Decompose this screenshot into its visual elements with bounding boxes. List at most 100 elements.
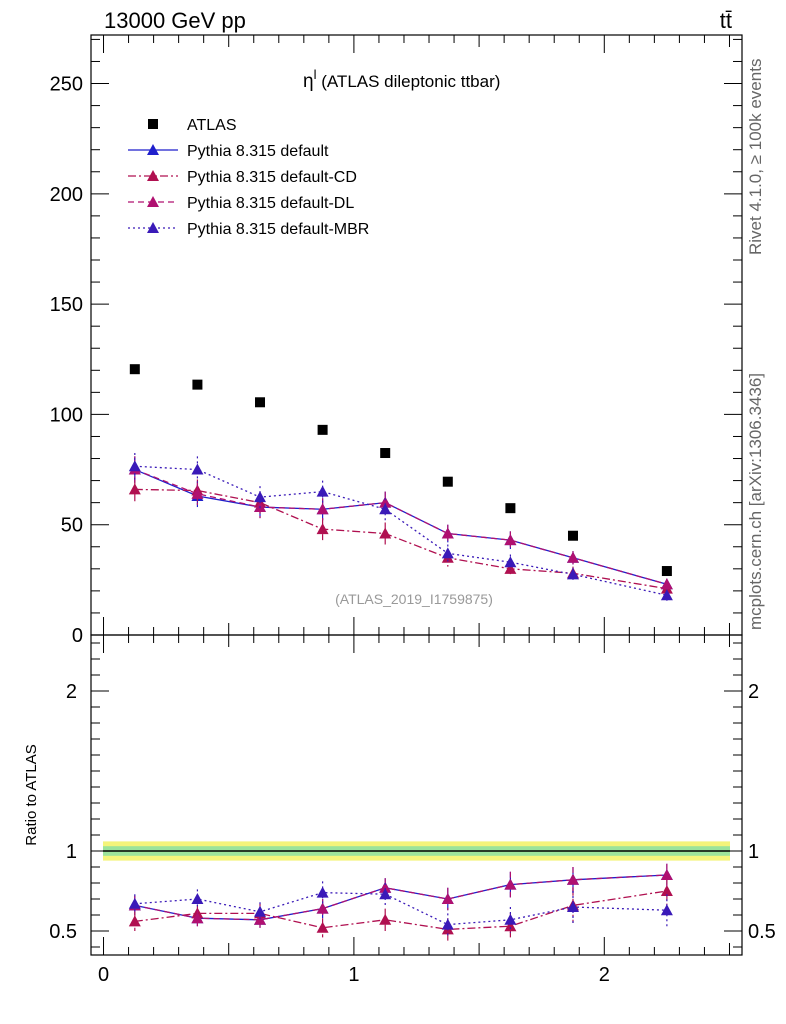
main-marker bbox=[128, 460, 141, 472]
ratio-marker bbox=[379, 881, 392, 893]
ratio-marker bbox=[566, 901, 579, 912]
ratio-ytick-label: 2 bbox=[66, 681, 77, 703]
ratio-marker bbox=[191, 893, 204, 904]
ratio-series-0 bbox=[128, 863, 673, 928]
main-ytick-label: 0 bbox=[72, 625, 83, 647]
legend-marker bbox=[147, 196, 159, 207]
ratio-marker bbox=[316, 921, 329, 933]
marks bbox=[128, 364, 673, 941]
main-marker bbox=[504, 534, 517, 546]
main-series-3 bbox=[128, 456, 673, 590]
legend: ATLAS Pythia 8.315 default Pythia 8.315 de… bbox=[128, 117, 369, 238]
main-marker bbox=[128, 483, 141, 495]
ratio-marker bbox=[379, 913, 392, 925]
ratio-marker bbox=[316, 886, 329, 898]
main-series-2 bbox=[128, 477, 673, 595]
main-series-1 bbox=[128, 456, 673, 590]
ratio-series-3 bbox=[128, 881, 673, 936]
legend-entry: Pythia 8.315 default-MBR bbox=[128, 221, 369, 238]
main-marker bbox=[504, 556, 517, 568]
main-marker bbox=[254, 491, 267, 503]
ratio-marker bbox=[254, 905, 267, 917]
ratio-ytick-label-right: 1 bbox=[748, 841, 759, 863]
ratio-marker bbox=[316, 902, 329, 914]
ratio-marker bbox=[441, 918, 454, 930]
legend-label: Pythia 8.315 default-MBR bbox=[187, 221, 369, 238]
ratio-marker bbox=[660, 885, 673, 896]
main-marker bbox=[660, 589, 673, 601]
rivet-label: Rivet 4.1.0, ≥ 100k events bbox=[746, 59, 765, 255]
main-marker bbox=[566, 568, 579, 580]
legend-swatch bbox=[148, 119, 158, 129]
ratio-series-2 bbox=[128, 863, 673, 928]
main-marker bbox=[191, 463, 204, 475]
main-line bbox=[134, 468, 668, 585]
main-marker bbox=[566, 551, 579, 563]
ratio-marker bbox=[566, 873, 579, 885]
legend-label: ATLAS bbox=[187, 117, 237, 134]
ratio-marker bbox=[254, 913, 267, 925]
main-data-point bbox=[192, 379, 203, 390]
xtick-label: 2 bbox=[599, 964, 610, 986]
analysis-watermark: (ATLAS_2019_I1759875) bbox=[335, 591, 493, 607]
legend-marker bbox=[147, 170, 159, 181]
title-rest: (ATLAS dileptonic ttbar) bbox=[316, 72, 500, 91]
legend-marker bbox=[147, 222, 159, 233]
main-data-point bbox=[380, 448, 391, 459]
main-data-point bbox=[567, 530, 578, 541]
ratio-marker bbox=[504, 913, 517, 925]
ratio-marker bbox=[660, 904, 673, 916]
xtick-label: 1 bbox=[348, 964, 359, 986]
legend-entry: Pythia 8.315 default-DL bbox=[128, 195, 354, 212]
main-data-point bbox=[442, 476, 453, 487]
main-marker bbox=[441, 547, 454, 559]
main-marker bbox=[379, 527, 392, 539]
legend-entry: Pythia 8.315 default-CD bbox=[128, 169, 357, 186]
ratio-marker bbox=[379, 888, 392, 900]
ratio-marker bbox=[504, 878, 517, 890]
axes: 0 50 100 150 200 250 0.5 0.5 1 1 2 2 0 1 2 bbox=[49, 35, 776, 986]
ratio-marker bbox=[191, 912, 204, 924]
ratio-marker bbox=[128, 897, 141, 909]
main-series-4 bbox=[128, 453, 673, 601]
ratio-ytick-label-right: 2 bbox=[748, 681, 759, 703]
title-sup: l bbox=[314, 67, 317, 82]
main-data-point bbox=[255, 397, 266, 408]
main-ytick-label: 150 bbox=[50, 294, 83, 316]
main-ytick-label: 200 bbox=[50, 184, 83, 206]
main-marker bbox=[504, 562, 517, 574]
ratio-ytick-label: 1 bbox=[66, 841, 77, 863]
main-marker bbox=[316, 503, 329, 515]
main-data-point bbox=[317, 424, 328, 435]
main-marker bbox=[660, 578, 673, 590]
main-series-0 bbox=[129, 364, 672, 577]
main-marker bbox=[191, 487, 204, 499]
main-marker bbox=[316, 485, 329, 497]
ratio-line bbox=[134, 890, 667, 931]
ratio-ytick-label-right: 0.5 bbox=[748, 921, 776, 943]
main-data-point bbox=[129, 364, 140, 375]
legend-label: Pythia 8.315 default-DL bbox=[187, 195, 354, 212]
main-marker bbox=[379, 496, 392, 508]
xtick-label: 0 bbox=[98, 964, 109, 986]
legend-entry: ATLAS bbox=[148, 117, 237, 134]
ratio-series-1 bbox=[128, 876, 673, 941]
main-line bbox=[134, 465, 668, 596]
ratio-panel-frame bbox=[90, 634, 743, 956]
ratio-marker bbox=[660, 869, 673, 880]
main-data-point bbox=[661, 566, 672, 577]
main-marker bbox=[316, 523, 329, 535]
main-line bbox=[134, 488, 667, 590]
ratio-line bbox=[134, 891, 667, 926]
ratio-marker bbox=[504, 920, 517, 932]
legend-label: Pythia 8.315 default bbox=[187, 143, 329, 160]
header-energy: 13000 GeV pp bbox=[104, 8, 246, 33]
legend-marker bbox=[147, 144, 159, 155]
main-title: ηl (ATLAS dileptonic ttbar) bbox=[303, 67, 500, 92]
main-line bbox=[134, 468, 668, 585]
title-eta: η bbox=[303, 71, 314, 92]
main-data-point bbox=[505, 503, 516, 514]
ratio-ytick-label: 0.5 bbox=[49, 921, 77, 943]
ratio-line bbox=[134, 874, 667, 921]
